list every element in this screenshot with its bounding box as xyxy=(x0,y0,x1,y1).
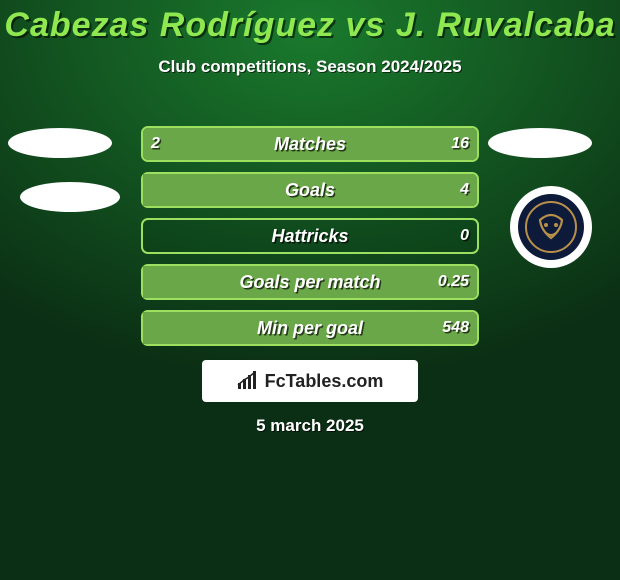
club-crest-icon xyxy=(518,194,584,260)
comparison-subtitle: Club competitions, Season 2024/2025 xyxy=(0,57,620,77)
stat-fill-right xyxy=(143,174,477,206)
stat-fill-right xyxy=(143,312,477,344)
left-player-badge-2 xyxy=(20,182,120,212)
bar-chart-icon xyxy=(237,371,259,391)
stat-fill-right xyxy=(143,266,477,298)
stat-row: Matches216 xyxy=(141,126,479,162)
stat-track xyxy=(141,218,479,254)
stat-row: Goals per match0.25 xyxy=(141,264,479,300)
stat-row: Hattricks0 xyxy=(141,218,479,254)
comparison-title: Cabezas Rodríguez vs J. Ruvalcaba xyxy=(0,6,620,45)
right-player-badge-1 xyxy=(488,128,592,158)
stat-fill-right xyxy=(180,128,477,160)
stat-row: Min per goal548 xyxy=(141,310,479,346)
stats-chart: Matches216 Goals4 Hattricks0 Goals per matc… xyxy=(141,126,479,356)
stat-fill-left xyxy=(143,128,180,160)
brand-watermark: FcTables.com xyxy=(202,360,418,402)
brand-text: FcTables.com xyxy=(265,371,384,392)
stat-row: Goals4 xyxy=(141,172,479,208)
left-player-badge-1 xyxy=(8,128,112,158)
snapshot-date: 5 march 2025 xyxy=(0,416,620,436)
right-club-logo xyxy=(510,186,592,268)
